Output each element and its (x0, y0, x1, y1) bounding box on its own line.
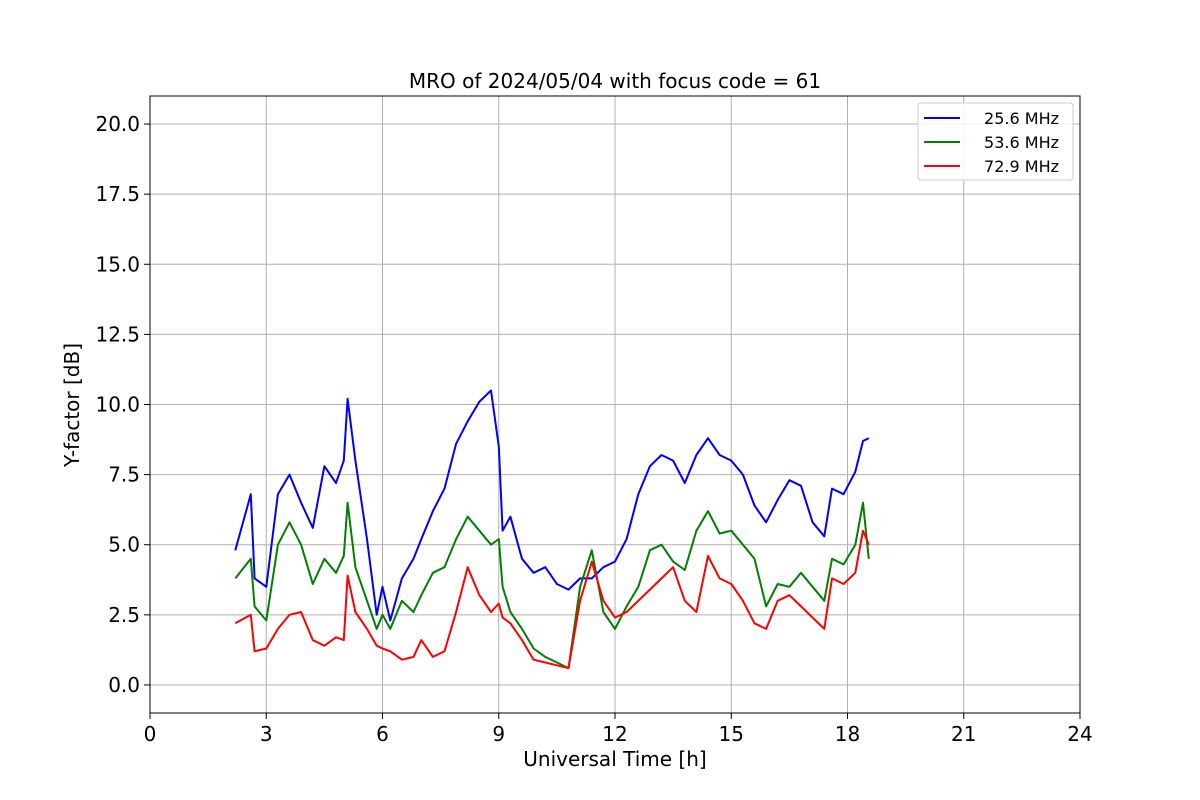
y-tick-label: 2.5 (108, 603, 140, 627)
legend-label-3: 72.9 MHz (984, 157, 1059, 176)
x-tick-label: 21 (951, 722, 976, 746)
series-line-3 (234, 529, 870, 670)
legend-box (917, 102, 1074, 181)
y-tick-label: 10.0 (95, 393, 140, 417)
y-tick-label: 15.0 (95, 252, 140, 276)
series-line-2 (234, 501, 870, 670)
chart-title: MRO of 2024/05/04 with focus code = 61 (409, 69, 821, 93)
legend: 25.6 MHz 53.6 MHz 72.9 MHz (917, 102, 1074, 181)
y-tick-label: 5.0 (108, 533, 140, 557)
y-axis-title: Y-factor [dB] (60, 343, 84, 468)
x-tick-label: 0 (144, 722, 157, 746)
series-layer (234, 389, 870, 670)
legend-label-2: 53.6 MHz (984, 133, 1059, 152)
legend-label-1: 25.6 MHz (984, 109, 1059, 128)
y-axis: 0.0 2.5 5.0 7.5 10.0 12.5 15.0 17.5 20.0 (95, 112, 150, 697)
y-tick-label: 7.5 (108, 463, 140, 487)
x-tick-label: 9 (492, 722, 505, 746)
x-tick-label: 12 (602, 722, 627, 746)
x-tick-label: 24 (1067, 722, 1092, 746)
x-axis: 0 3 6 9 12 15 18 21 24 (144, 713, 1093, 746)
y-tick-label: 12.5 (95, 322, 140, 346)
y-tick-label: 0.0 (108, 673, 140, 697)
x-tick-label: 18 (835, 722, 860, 746)
x-tick-label: 15 (719, 722, 744, 746)
series-line-1 (234, 389, 870, 622)
y-tick-label: 20.0 (95, 112, 140, 136)
x-axis-title: Universal Time [h] (523, 747, 706, 771)
y-tick-label: 17.5 (95, 182, 140, 206)
x-tick-label: 3 (260, 722, 273, 746)
x-tick-label: 6 (376, 722, 389, 746)
